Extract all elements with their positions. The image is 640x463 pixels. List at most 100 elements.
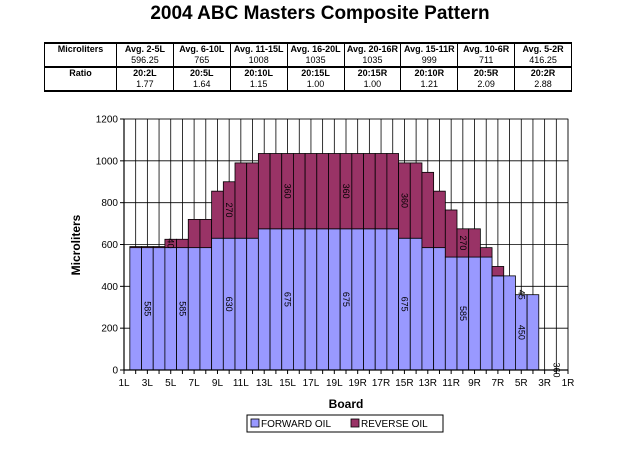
legend-label: FORWARD OIL: [261, 419, 331, 430]
x-tick-label: 15L: [279, 378, 296, 389]
table-cell: 20:2R: [514, 66, 572, 79]
y-tick-label: 400: [101, 282, 118, 293]
bar-reverse-oil-6L: [176, 238, 189, 249]
bar-forward-oil-17R: [374, 228, 388, 371]
bar-reverse-oil-11R: [444, 209, 458, 258]
bar-reverse-oil-16R: [386, 153, 399, 230]
bar-reverse-oil-13L: [257, 153, 271, 230]
bar-forward-oil-16L: [293, 228, 306, 371]
table-row-label: [44, 55, 117, 68]
bar-forward-oil-4R: [526, 294, 540, 371]
bar-reverse-oil-4L: [152, 246, 166, 249]
bar-forward-oil-9L: [211, 237, 224, 371]
table-row: 596.25 765 1008 1035 1035 999 711 416.25: [44, 55, 572, 68]
bar-forward-oil-8R: [479, 256, 493, 371]
bar-reverse-oil-12R: [433, 190, 446, 249]
bar-forward-oil-9R: [468, 256, 481, 371]
bar-forward-oil-4L: [152, 247, 166, 371]
bar-forward-oil-13L: [257, 228, 271, 371]
bar-forward-oil-19L: [328, 228, 341, 371]
table-cell: Avg. 5-2R: [514, 42, 572, 55]
legend-label: REVERSE OIL: [361, 419, 428, 430]
bar-reverse-oil-2L: [129, 246, 142, 249]
bar-forward-oil-7R: [491, 275, 505, 371]
table-cell: Avg. 2-5L: [116, 42, 174, 55]
y-axis-title: Microliters: [69, 214, 83, 275]
legend: FORWARD OIL REVERSE OIL: [246, 414, 444, 433]
x-tick-label: 17L: [303, 378, 320, 389]
table-cell: 20:5L: [172, 66, 231, 79]
x-tick-label: 19R: [349, 378, 367, 389]
segment-label: 270: [458, 235, 468, 250]
y-tick-label: 1000: [96, 156, 119, 167]
x-tick-label: 9L: [212, 378, 224, 389]
x-tick-label: 1R: [562, 378, 575, 389]
bar-forward-oil-2L: [129, 247, 142, 371]
segment-label: 360: [341, 184, 351, 199]
bar-reverse-oil-7L: [187, 218, 201, 249]
bar-forward-oil-11L: [234, 237, 248, 371]
x-tick-label: 13R: [419, 378, 437, 389]
segment-label: 585: [177, 301, 187, 316]
x-tick-label: 3R: [538, 378, 551, 389]
legend-swatch: [350, 418, 360, 428]
bar-forward-oil-12L: [246, 237, 259, 371]
bar-forward-oil-12R: [433, 247, 446, 371]
x-tick-label: 1L: [118, 378, 130, 389]
table-row-label: [44, 79, 117, 92]
table-cell: 1.77: [116, 79, 174, 92]
axes: 0 200 400 600 800 1000 1200 1L 3L 5L 7L 9L 11L 13L 15L…: [96, 115, 575, 390]
summary-table: Microliters Avg. 2-5L Avg. 6-10L Avg. 11-15…: [44, 42, 572, 92]
x-tick-label: 5L: [165, 378, 177, 389]
bar-forward-oil-6R: [503, 275, 516, 371]
bar-forward-oil-14L: [269, 228, 283, 371]
bar-reverse-oil-19R: [351, 153, 364, 230]
bar-reverse-oil-14L: [269, 153, 283, 230]
x-tick-label: 5R: [515, 378, 528, 389]
y-tick-label: 200: [101, 324, 118, 335]
segment-label: 360: [399, 193, 409, 208]
segment-label: 675: [399, 297, 409, 312]
segment-labels: 585 40 585 270 630 360 675 360 675 360 675 270 585 45…: [142, 184, 561, 378]
x-tick-label: 9R: [468, 378, 481, 389]
bar-forward-oil-13R: [421, 247, 435, 371]
x-tick-label: 15R: [395, 378, 413, 389]
bar-reverse-oil-9L: [211, 190, 224, 239]
bar-forward-oil-17L: [304, 228, 318, 371]
segment-label: 40: [166, 238, 176, 248]
x-tick-label: 13L: [256, 378, 273, 389]
table-row: Microliters Avg. 2-5L Avg. 6-10L Avg. 11-15…: [44, 42, 572, 55]
bar-reverse-oil-17L: [304, 153, 318, 230]
table-cell: 1.64: [172, 79, 231, 92]
table-cell: Avg. 6-10L: [172, 42, 231, 55]
bar-forward-oil-16R: [386, 228, 399, 371]
bar-forward-oil-8L: [199, 247, 213, 371]
table-cell: 765: [172, 55, 231, 68]
table-cell: 416.25: [514, 55, 572, 68]
bar-forward-oil-7L: [187, 247, 201, 371]
x-tick-label: 11R: [442, 378, 460, 389]
segment-label: 675: [341, 292, 351, 307]
bar-reverse-oil-16L: [293, 153, 306, 230]
segment-label: 585: [142, 301, 152, 316]
segment-label: 45: [516, 290, 526, 300]
y-tick-label: 800: [101, 198, 118, 209]
bar-reverse-oil-11L: [234, 162, 248, 239]
bar-reverse-oil-19L: [328, 153, 341, 230]
segment-label: 630: [224, 297, 234, 312]
bar-reverse-oil-9R: [468, 228, 481, 258]
x-tick-label: 19L: [326, 378, 343, 389]
y-tick-label: 1200: [96, 115, 119, 126]
bar-reverse-oil-8R: [479, 247, 493, 258]
table-cell: 20:2L: [116, 66, 174, 79]
bar-forward-oil-14R: [409, 237, 423, 371]
bar-forward-oil-19R: [351, 228, 364, 371]
table-row-label: Ratio: [44, 66, 117, 79]
bar-reverse-oil-12L: [246, 162, 259, 239]
bar-forward-oil-5L: [164, 247, 177, 371]
bar-reverse-oil-7R: [491, 266, 505, 277]
bar-forward-oil-18R: [363, 228, 376, 371]
bar-reverse-oil-14R: [409, 162, 423, 239]
x-tick-label: 7L: [189, 378, 201, 389]
